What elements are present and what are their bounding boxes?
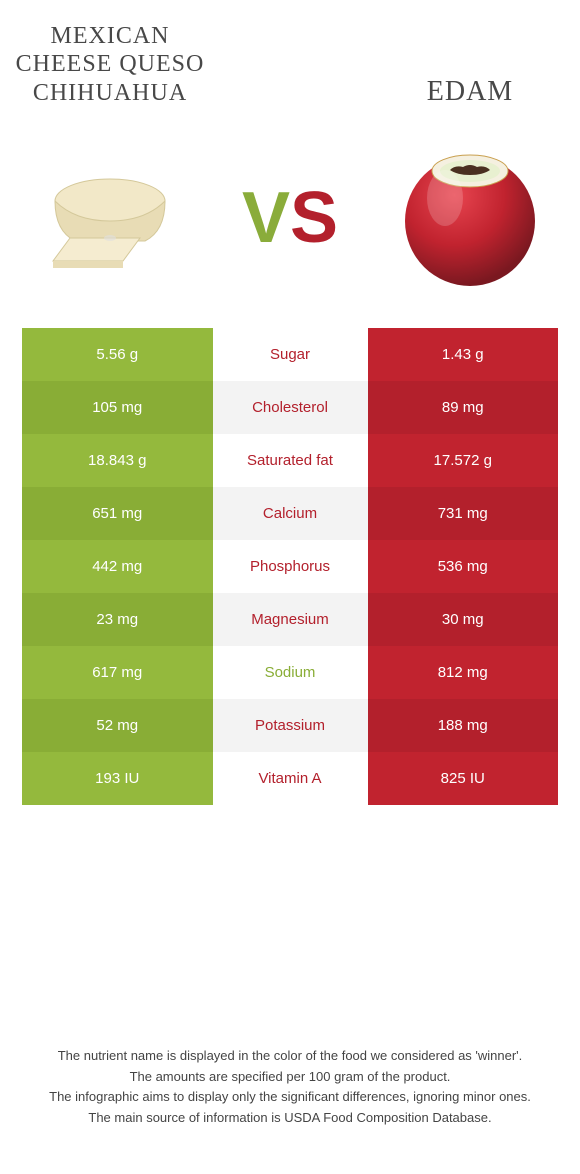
- table-row: 52 mgPotassium188 mg: [22, 699, 558, 752]
- right-value: 825 IU: [368, 752, 559, 805]
- queso-chihuahua-icon: [35, 163, 185, 273]
- nutrient-label: Magnesium: [213, 593, 368, 646]
- right-value: 188 mg: [368, 699, 559, 752]
- right-value: 17.572 g: [368, 434, 559, 487]
- table-row: 651 mgCalcium731 mg: [22, 487, 558, 540]
- right-image: [360, 128, 580, 308]
- nutrient-label: Saturated fat: [213, 434, 368, 487]
- header: MEXICAN CHEESE QUESO CHIHUAHUA EDAM: [0, 0, 580, 108]
- nutrient-label: Phosphorus: [213, 540, 368, 593]
- table-row: 442 mgPhosphorus536 mg: [22, 540, 558, 593]
- nutrient-label: Vitamin A: [213, 752, 368, 805]
- left-value: 617 mg: [22, 646, 213, 699]
- footer: The nutrient name is displayed in the co…: [0, 1021, 580, 1174]
- left-value: 651 mg: [22, 487, 213, 540]
- right-value: 89 mg: [368, 381, 559, 434]
- table-row: 617 mgSodium812 mg: [22, 646, 558, 699]
- left-value: 52 mg: [22, 699, 213, 752]
- left-value: 23 mg: [22, 593, 213, 646]
- left-value: 18.843 g: [22, 434, 213, 487]
- right-value: 731 mg: [368, 487, 559, 540]
- right-value: 1.43 g: [368, 328, 559, 381]
- footer-line-4: The main source of information is USDA F…: [30, 1108, 550, 1129]
- right-value: 536 mg: [368, 540, 559, 593]
- table-row: 18.843 gSaturated fat17.572 g: [22, 434, 558, 487]
- footer-line-1: The nutrient name is displayed in the co…: [30, 1046, 550, 1067]
- vs-text: VS: [220, 177, 360, 259]
- nutrient-label: Cholesterol: [213, 381, 368, 434]
- table-row: 105 mgCholesterol89 mg: [22, 381, 558, 434]
- left-value: 105 mg: [22, 381, 213, 434]
- left-title: MEXICAN CHEESE QUESO CHIHUAHUA: [10, 22, 210, 108]
- nutrient-label: Potassium: [213, 699, 368, 752]
- left-value: 193 IU: [22, 752, 213, 805]
- left-value: 5.56 g: [22, 328, 213, 381]
- right-title: EDAM: [370, 76, 570, 108]
- footer-line-2: The amounts are specified per 100 gram o…: [30, 1067, 550, 1088]
- left-image: [0, 128, 220, 308]
- right-title-col: EDAM: [360, 0, 580, 108]
- footer-line-3: The infographic aims to display only the…: [30, 1087, 550, 1108]
- right-value: 812 mg: [368, 646, 559, 699]
- nutrient-label: Sugar: [213, 328, 368, 381]
- comparison-table: 5.56 gSugar1.43 g105 mgCholesterol89 mg1…: [0, 328, 580, 805]
- right-value: 30 mg: [368, 593, 559, 646]
- vs-v: V: [242, 178, 290, 258]
- left-title-col: MEXICAN CHEESE QUESO CHIHUAHUA: [0, 0, 220, 108]
- edam-icon: [395, 143, 545, 293]
- left-value: 442 mg: [22, 540, 213, 593]
- vs-s: S: [290, 178, 338, 258]
- images-row: VS: [0, 128, 580, 308]
- table-row: 5.56 gSugar1.43 g: [22, 328, 558, 381]
- nutrient-label: Sodium: [213, 646, 368, 699]
- table-row: 23 mgMagnesium30 mg: [22, 593, 558, 646]
- nutrient-label: Calcium: [213, 487, 368, 540]
- table-row: 193 IUVitamin A825 IU: [22, 752, 558, 805]
